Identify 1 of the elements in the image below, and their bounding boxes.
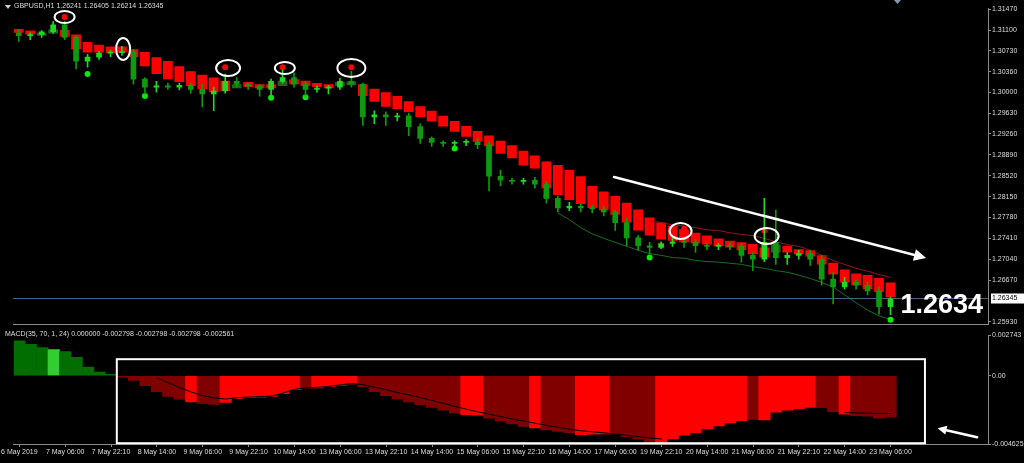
annotation: 1.2634 <box>900 288 984 319</box>
